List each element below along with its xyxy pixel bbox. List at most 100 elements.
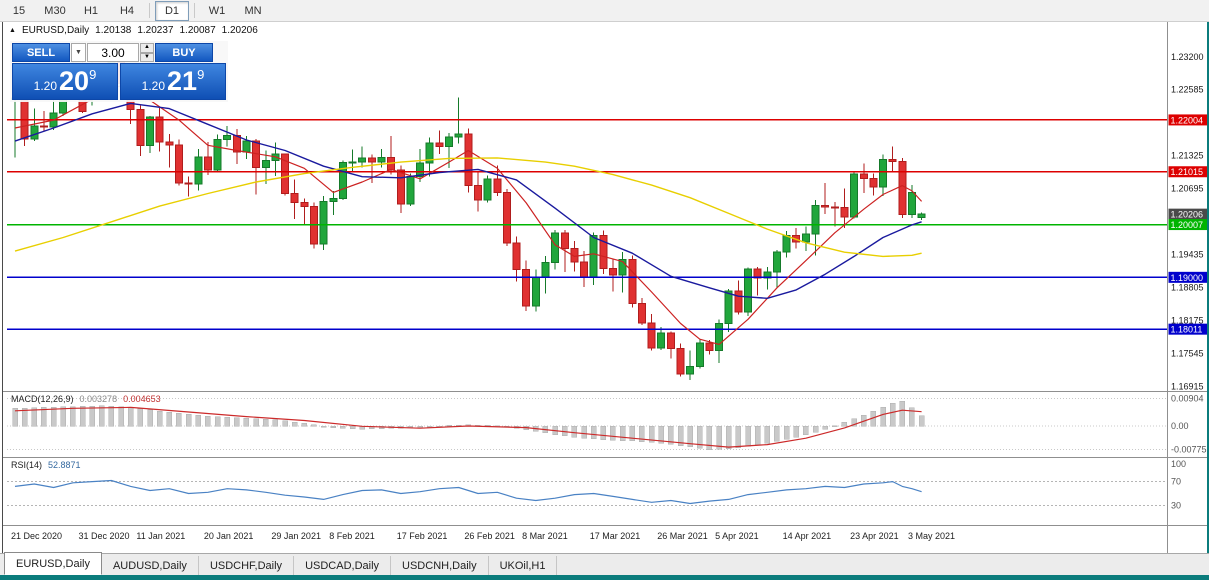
chart-tab-EURUSD-Daily[interactable]: EURUSD,Daily bbox=[4, 552, 102, 575]
timeframe-button-MN[interactable]: MN bbox=[244, 4, 262, 17]
macd-histogram-bar bbox=[745, 425, 751, 447]
symbol-info: ▲ EURUSD,Daily 1.20138 1.20237 1.20087 1… bbox=[9, 25, 258, 36]
macd-histogram-bar bbox=[282, 420, 288, 427]
candle-body bbox=[165, 141, 174, 146]
candle-body bbox=[753, 268, 762, 279]
candle-body bbox=[473, 185, 482, 201]
macd-indicator-label: MACD(12,26,9) 0.003278 0.004653 bbox=[11, 394, 161, 404]
buy-price-display[interactable]: 1.20 21 9 bbox=[120, 63, 226, 100]
macd-histogram-bar bbox=[880, 406, 886, 427]
candle-body bbox=[666, 332, 675, 350]
candle-body bbox=[146, 116, 155, 146]
macd-histogram-bar bbox=[822, 425, 828, 430]
ohlc-high: 1.20237 bbox=[137, 25, 174, 36]
rsi-pane: 100 70 30 bbox=[7, 459, 1186, 510]
buy-price-pipette: 9 bbox=[197, 67, 205, 82]
macd-name: MACD(12,26,9) bbox=[11, 394, 74, 404]
candle-body bbox=[898, 161, 907, 215]
sell-price-prefix: 1.20 bbox=[33, 78, 58, 93]
buy-price-big-digits: 21 bbox=[167, 66, 198, 96]
chart-tab-AUDUSD-Daily[interactable]: AUDUSD,Daily bbox=[102, 556, 199, 575]
macd-histogram-bar bbox=[166, 411, 173, 427]
ohlc-low: 1.20087 bbox=[179, 25, 216, 36]
timeframe-button-H4[interactable]: H4 bbox=[119, 4, 135, 17]
timeframe-button-15[interactable]: 15 bbox=[12, 4, 26, 17]
timeframe-button-D1[interactable]: D1 bbox=[155, 0, 189, 21]
sell-price-display[interactable]: 1.20 20 9 bbox=[12, 63, 118, 100]
date-axis-label: 31 Dec 2020 bbox=[79, 531, 130, 541]
price-tick-label: 1.18805 bbox=[1171, 283, 1204, 293]
timeframe-button-H1[interactable]: H1 bbox=[83, 4, 99, 17]
candle-body bbox=[686, 365, 695, 375]
macd-histogram-bar bbox=[581, 425, 587, 439]
ma-mid-blue-line bbox=[14, 102, 922, 299]
macd-histogram-bar bbox=[841, 422, 848, 427]
chart-tab-UKOil-H1[interactable]: UKOil,H1 bbox=[489, 556, 558, 575]
candle-body bbox=[39, 125, 48, 128]
candle-body bbox=[859, 173, 868, 179]
ma-fast-red-line bbox=[14, 83, 923, 345]
sell-button[interactable]: SELL bbox=[12, 43, 70, 62]
macd-histogram-bar bbox=[629, 425, 636, 442]
rsi-indicator-label: RSI(14) 52.8871 bbox=[11, 460, 81, 470]
timeframe-button-M30[interactable]: M30 bbox=[44, 4, 66, 17]
candle-body bbox=[435, 142, 444, 147]
macd-histogram-bar bbox=[70, 406, 76, 427]
ma-slow-yellow-line bbox=[14, 157, 922, 258]
candle-body bbox=[281, 153, 290, 194]
rsi-name: RSI(14) bbox=[11, 460, 43, 470]
candle-body bbox=[136, 109, 145, 146]
macd-histogram-bar bbox=[263, 418, 269, 427]
timeframe-button-W1[interactable]: W1 bbox=[208, 4, 226, 17]
candle-body bbox=[715, 322, 724, 352]
symbol-collapse-arrow-icon[interactable]: ▲ bbox=[9, 26, 16, 34]
candle-body bbox=[194, 156, 203, 185]
level-price-badge-text: 1.18011 bbox=[1171, 325, 1203, 335]
candle-body bbox=[657, 332, 666, 349]
date-axis-label: 26 Feb 2021 bbox=[464, 531, 515, 541]
candle-body bbox=[223, 134, 232, 141]
macd-histogram-bar bbox=[301, 423, 308, 427]
date-axis-label: 26 Mar 2021 bbox=[657, 531, 708, 541]
macd-histogram-bar bbox=[89, 405, 95, 427]
macd-axis-label: 0.00904 bbox=[1171, 393, 1204, 403]
chart-tab-USDCHF-Daily[interactable]: USDCHF,Daily bbox=[199, 556, 295, 575]
candle-body bbox=[830, 206, 839, 209]
candle-body bbox=[637, 303, 646, 324]
candle-body bbox=[338, 162, 347, 200]
level-price-badge: 1.19000 bbox=[1168, 271, 1208, 283]
chart-tab-USDCNH-Daily[interactable]: USDCNH,Daily bbox=[391, 556, 489, 575]
macd-histogram-bar bbox=[99, 405, 105, 427]
candle-body bbox=[879, 158, 888, 188]
macd-histogram-bar bbox=[426, 425, 433, 428]
date-axis-label: 8 Mar 2021 bbox=[522, 531, 568, 541]
stepper-down-icon[interactable]: ▼ bbox=[140, 52, 154, 62]
chart-canvas[interactable]: 1.23200 1.22585 1.21325 1.20695 1.19435 1.188… bbox=[3, 22, 1208, 553]
macd-histogram-bar bbox=[50, 406, 57, 427]
chart-tab-USDCAD-Daily[interactable]: USDCAD,Daily bbox=[294, 556, 392, 575]
order-type-dropdown[interactable]: ▼ bbox=[71, 43, 86, 62]
candle-body bbox=[724, 290, 733, 324]
macd-histogram-bar bbox=[764, 425, 771, 444]
candle-body bbox=[290, 192, 299, 203]
macd-histogram-bar bbox=[234, 417, 240, 427]
horizontal-levels bbox=[7, 119, 1167, 330]
macd-histogram-bar bbox=[41, 407, 47, 427]
macd-histogram-bar bbox=[12, 408, 18, 427]
candle-body bbox=[20, 97, 29, 140]
macd-histogram-bar bbox=[909, 407, 915, 427]
macd-axis-label: 0.00 bbox=[1171, 421, 1189, 431]
lot-size-input[interactable] bbox=[87, 43, 139, 62]
current-price-badge-bg bbox=[1168, 208, 1208, 220]
macd-histogram-bar bbox=[735, 425, 742, 448]
macd-histogram-bar bbox=[783, 425, 790, 440]
macd-histogram-bar bbox=[176, 413, 182, 427]
buy-button[interactable]: BUY bbox=[155, 43, 213, 62]
stepper-up-icon[interactable]: ▲ bbox=[140, 43, 154, 53]
macd-histogram-bar bbox=[108, 406, 115, 427]
date-axis-label: 3 May 2021 bbox=[908, 531, 955, 541]
candle-body bbox=[608, 267, 617, 276]
macd-histogram-bar bbox=[118, 406, 124, 427]
chart-area: 1.23200 1.22585 1.21325 1.20695 1.19435 1.188… bbox=[2, 22, 1208, 553]
candle-body bbox=[695, 342, 704, 367]
